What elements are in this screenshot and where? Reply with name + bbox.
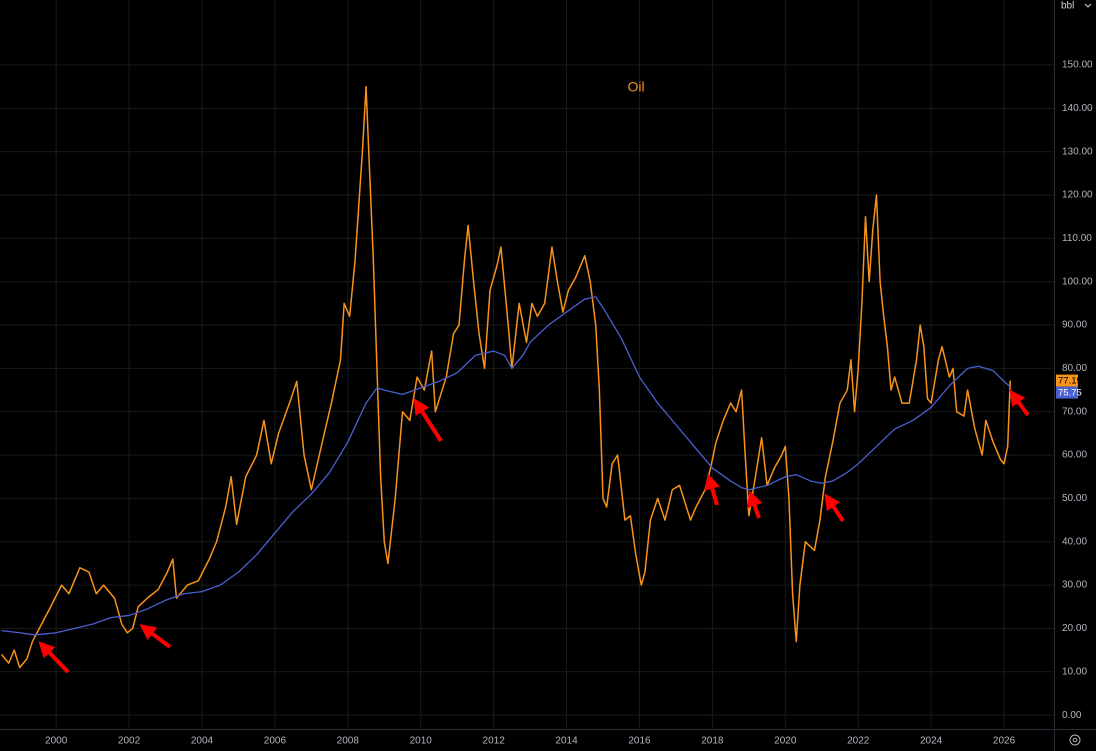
arrow bbox=[413, 398, 443, 443]
y-tick-label: 10.00 bbox=[1062, 666, 1087, 677]
x-tick-label: 2026 bbox=[993, 736, 1016, 747]
x-tick-label: 2000 bbox=[45, 736, 68, 747]
y-tick-label: 140.00 bbox=[1062, 103, 1093, 114]
settings-button[interactable] bbox=[1069, 734, 1081, 746]
last-value-label: 75.75 bbox=[1058, 388, 1082, 399]
annotation-arrows bbox=[38, 389, 1030, 674]
grid bbox=[0, 0, 1054, 729]
y-tick-label: 50.00 bbox=[1062, 493, 1087, 504]
axes: 0.00 10.00 20.00 30.00 40.00 50.00 60.00 70.00 8… bbox=[45, 60, 1093, 747]
y-tick-label: 70.00 bbox=[1062, 406, 1087, 417]
x-tick-label: 2020 bbox=[774, 736, 797, 747]
y-tick-label: 130.00 bbox=[1062, 146, 1093, 157]
x-tick-label: 2014 bbox=[555, 736, 578, 747]
unit-button[interactable] bbox=[1056, 0, 1096, 14]
y-tick-label: 0.00 bbox=[1062, 710, 1082, 721]
y-tick-label: 40.00 bbox=[1062, 536, 1087, 547]
plot bbox=[0, 85, 1011, 669]
x-tick-label: 2004 bbox=[191, 736, 214, 747]
last-value-badge bbox=[1056, 374, 1078, 387]
y-tick-label: 150.00 bbox=[1062, 60, 1093, 71]
settings-icon[interactable] bbox=[1069, 734, 1081, 746]
arrow bbox=[824, 493, 845, 523]
x-tick-label: 2018 bbox=[701, 736, 724, 747]
settings-icon-core[interactable] bbox=[1072, 737, 1078, 743]
dropdown-icon[interactable] bbox=[1084, 3, 1092, 8]
x-tick-label: 2010 bbox=[410, 736, 433, 747]
y-tick-label: 20.00 bbox=[1062, 623, 1087, 634]
x-tick-label: 2002 bbox=[118, 736, 141, 747]
x-tick-label: 2016 bbox=[628, 736, 651, 747]
chart-title: Oil bbox=[627, 79, 644, 95]
last-value-label: 77.19 bbox=[1058, 376, 1082, 387]
y-tick-label: 90.00 bbox=[1062, 320, 1087, 331]
x-tick-label: 2012 bbox=[483, 736, 506, 747]
y-tick-label: 60.00 bbox=[1062, 450, 1087, 461]
arrow bbox=[747, 490, 763, 519]
arrow bbox=[1009, 389, 1030, 417]
x-tick-label: 2022 bbox=[847, 736, 870, 747]
last-value-badge bbox=[1056, 386, 1078, 399]
x-tick-label: 2008 bbox=[337, 736, 360, 747]
y-tick-label: 100.00 bbox=[1062, 276, 1093, 287]
price-line bbox=[1, 296, 1011, 636]
unit-selector[interactable]: bbl bbox=[1056, 0, 1096, 14]
arrow bbox=[704, 473, 720, 506]
y-tick-label: 30.00 bbox=[1062, 580, 1087, 591]
x-tick-label: 2006 bbox=[264, 736, 287, 747]
x-tick-label: 2024 bbox=[920, 736, 943, 747]
y-tick-label: 80.00 bbox=[1062, 363, 1087, 374]
arrow bbox=[139, 624, 172, 649]
y-tick-label: 110.00 bbox=[1062, 233, 1092, 244]
unit-label[interactable]: bbl bbox=[1061, 1, 1074, 12]
arrow bbox=[38, 641, 70, 674]
y-tick-label: 120.00 bbox=[1062, 190, 1093, 201]
price-line bbox=[0, 85, 1011, 669]
